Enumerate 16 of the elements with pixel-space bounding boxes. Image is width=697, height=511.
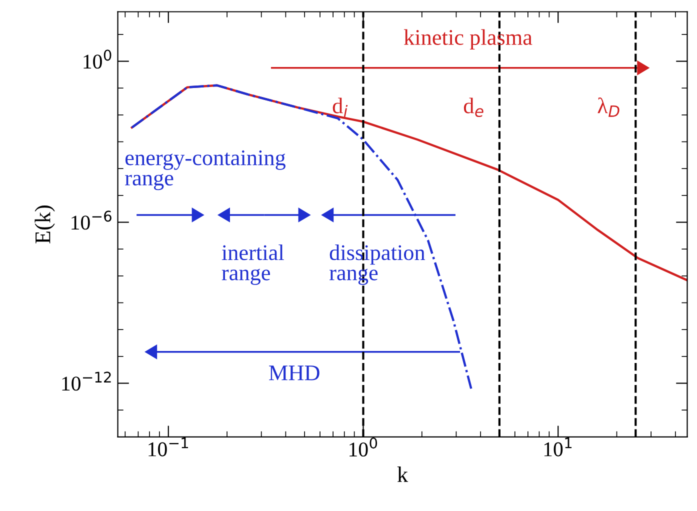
y-axis-title: E(k) [34,206,55,244]
ref-line-label: d$_{i}$ [332,98,348,117]
x-tick-label: 10$^{−1}$ [148,438,188,456]
y-tick-label: 10$^{−6}$ [72,210,112,230]
ref-line-label: d$_{e}$ [464,98,484,118]
x-tick-label: 10$^{1}$ [544,438,572,456]
x-axis-title: k [397,466,408,482]
x-tick-label: 10$^{0}$ [350,438,378,457]
annotation: kinetic plasma [404,29,532,50]
y-tick-label: 10$^{0}$ [84,50,112,69]
annotation: dissipation range [330,244,426,285]
annotation: inertial range [222,244,284,285]
annotation: MHD [269,366,320,380]
ref-line-label: λ$_{D}$ [598,98,620,117]
annotation: energy-containing range [125,150,286,190]
y-tick-label: 10$^{−12}$ [62,372,111,391]
